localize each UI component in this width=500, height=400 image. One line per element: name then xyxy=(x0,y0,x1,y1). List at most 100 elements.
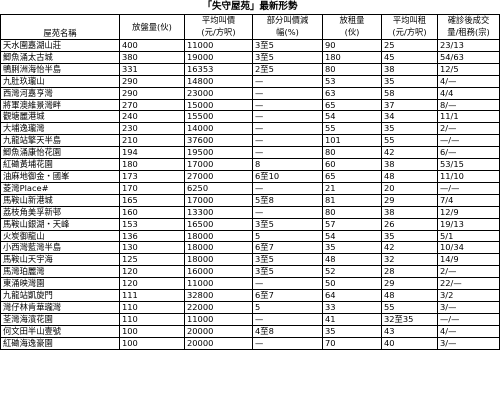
cell-avg-rent: 32至35 xyxy=(381,312,438,326)
cell-avg-rent: 38 xyxy=(381,62,438,76)
table-row: 大埔逸瓏灣 230 14000—55 35 2/— xyxy=(0,122,500,136)
cell-name: 油麻地御金・國峯 xyxy=(0,169,120,183)
cell-name: 何文田半山壹號 xyxy=(0,324,120,338)
cell-avg-rent: 26 xyxy=(381,217,438,231)
cell-avg-rent: 58 xyxy=(381,86,438,100)
cell-avg-price: 17000 xyxy=(184,193,253,207)
cell-rentals: 81 xyxy=(322,193,382,207)
table-row: 灣仔林肯華瓏灣 110 22000 5 33 55 3/— xyxy=(0,300,500,314)
cell-listings: 110 xyxy=(119,312,185,326)
header-rentals-unit: (伙) xyxy=(322,26,382,40)
cell-price-cut: 4至8 xyxy=(252,324,323,338)
cell-name: 小西灣藍灣半島 xyxy=(0,241,120,255)
cell-deals: 8/— xyxy=(437,98,500,112)
cell-rentals: 65 xyxy=(322,169,382,183)
cell-rentals: 35 xyxy=(322,324,382,338)
cell-avg-price: 18000 xyxy=(184,229,253,243)
table-row: 油麻地御金・國峯 173 27000 6至10 65 48 11/10 xyxy=(0,169,500,183)
cell-name: 荃灣海濱花園 xyxy=(0,312,120,326)
cell-rentals: 54 xyxy=(322,229,382,243)
cell-listings: 120 xyxy=(119,265,185,279)
cell-listings: 136 xyxy=(119,229,185,243)
cell-price-cut: — xyxy=(252,110,323,124)
cell-name: 九龍站擎天半島 xyxy=(0,134,120,148)
cell-deals: 5/1 xyxy=(437,229,500,243)
cell-name: 鯽魚涌太古城 xyxy=(0,50,120,64)
table-body: 天水圍嘉湖山莊 400 11000 3至5 90 25 23/13 鯽魚涌太古城 380 1900… xyxy=(0,39,500,350)
cell-avg-rent: 29 xyxy=(381,277,438,291)
cell-name: 馬鞍山天宇海 xyxy=(0,253,120,267)
cell-deals: 14/9 xyxy=(437,253,500,267)
table-row: 鯽魚涌康怡花園 194 19500—80 42 6/— xyxy=(0,146,500,160)
cell-deals: 4/— xyxy=(437,324,500,338)
cell-name: 荔枝角美孚新邨 xyxy=(0,205,120,219)
cell-rentals: 33 xyxy=(322,300,382,314)
cell-avg-price: 6250 xyxy=(184,181,253,195)
cell-deals: 12/9 xyxy=(437,205,500,219)
cell-avg-rent: 25 xyxy=(381,39,438,52)
cell-listings: 380 xyxy=(119,50,185,64)
cell-listings: 173 xyxy=(119,169,185,183)
table-row: 菱灣Place# 170 6250—21 20 —/— xyxy=(0,181,500,195)
cell-price-cut: 3至5 xyxy=(252,253,323,267)
cell-price-cut: — xyxy=(252,98,323,112)
cell-avg-price: 16000 xyxy=(184,265,253,279)
cell-deals: —/— xyxy=(437,312,500,326)
header-avg-price: 平均叫價 xyxy=(184,14,253,26)
cell-price-cut: 3至5 xyxy=(252,50,323,64)
cell-avg-price: 11000 xyxy=(184,277,253,291)
cell-deals: —/— xyxy=(437,181,500,195)
cell-avg-rent: 45 xyxy=(381,50,438,64)
cell-listings: 165 xyxy=(119,193,185,207)
cell-avg-price: 17000 xyxy=(184,158,253,171)
table-row: 荔枝角美孚新邨 160 13300—80 38 12/9 xyxy=(0,205,500,219)
table-row: 小西灣藍灣半島 130 18000 6至7 35 42 10/34 xyxy=(0,241,500,255)
cell-deals: 3/— xyxy=(437,300,500,314)
cell-deals: 11/1 xyxy=(437,110,500,124)
cell-avg-price: 23000 xyxy=(184,86,253,100)
cell-listings: 400 xyxy=(119,39,185,52)
table-row: 荃灣海濱花園 110 11000—41 32至35 —/— xyxy=(0,312,500,326)
cell-listings: 240 xyxy=(119,110,185,124)
cell-avg-price: 20000 xyxy=(184,324,253,338)
cell-deals: 22/— xyxy=(437,277,500,291)
cell-price-cut: 5 xyxy=(252,300,323,314)
cell-avg-rent: 48 xyxy=(381,289,438,302)
cell-avg-rent: 55 xyxy=(381,134,438,148)
header-cut: 部分叫價減 xyxy=(252,14,323,26)
cell-name: 火炭御龍山 xyxy=(0,229,120,243)
cell-avg-rent: 48 xyxy=(381,169,438,183)
cell-avg-price: 27000 xyxy=(184,169,253,183)
cell-price-cut: 6至7 xyxy=(252,241,323,255)
table-row: 馬鞍山天宇海 125 18000 3至5 48 32 14/9 xyxy=(0,253,500,267)
cell-name: 觀塘麗港城 xyxy=(0,110,120,124)
cell-listings: 180 xyxy=(119,158,185,171)
cell-deals: 53/15 xyxy=(437,158,500,171)
cell-avg-price: 32800 xyxy=(184,289,253,302)
cell-price-cut: 5至8 xyxy=(252,193,323,207)
table-row: 九肚玖瓏山 290 14800—53 35 4/— xyxy=(0,74,500,88)
cell-deals: 7/4 xyxy=(437,193,500,207)
cell-deals: 23/13 xyxy=(437,39,500,52)
cell-name: 西灣河嘉亨灣 xyxy=(0,86,120,100)
cell-deals: 10/34 xyxy=(437,241,500,255)
cell-listings: 100 xyxy=(119,336,185,350)
cell-price-cut: — xyxy=(252,336,323,350)
cell-avg-price: 18000 xyxy=(184,241,253,255)
cell-rentals: 41 xyxy=(322,312,382,326)
cell-price-cut: — xyxy=(252,74,323,88)
header-rentals: 放租量 xyxy=(322,14,382,26)
table-title: 「失守屋苑」最新形勢 xyxy=(202,1,298,12)
cell-avg-price: 19500 xyxy=(184,146,253,160)
cell-name: 馬灣珀麗灣 xyxy=(0,265,120,279)
header-name: 屋苑名稱 xyxy=(0,14,120,40)
cell-avg-rent: 42 xyxy=(381,241,438,255)
cell-deals: 19/13 xyxy=(437,217,500,231)
cell-listings: 290 xyxy=(119,86,185,100)
cell-listings: 290 xyxy=(119,74,185,88)
cell-avg-rent: 28 xyxy=(381,265,438,279)
cell-rentals: 180 xyxy=(322,50,382,64)
header-listings: 放盤量(伙) xyxy=(119,14,185,40)
cell-name: 鯽魚涌康怡花園 xyxy=(0,146,120,160)
